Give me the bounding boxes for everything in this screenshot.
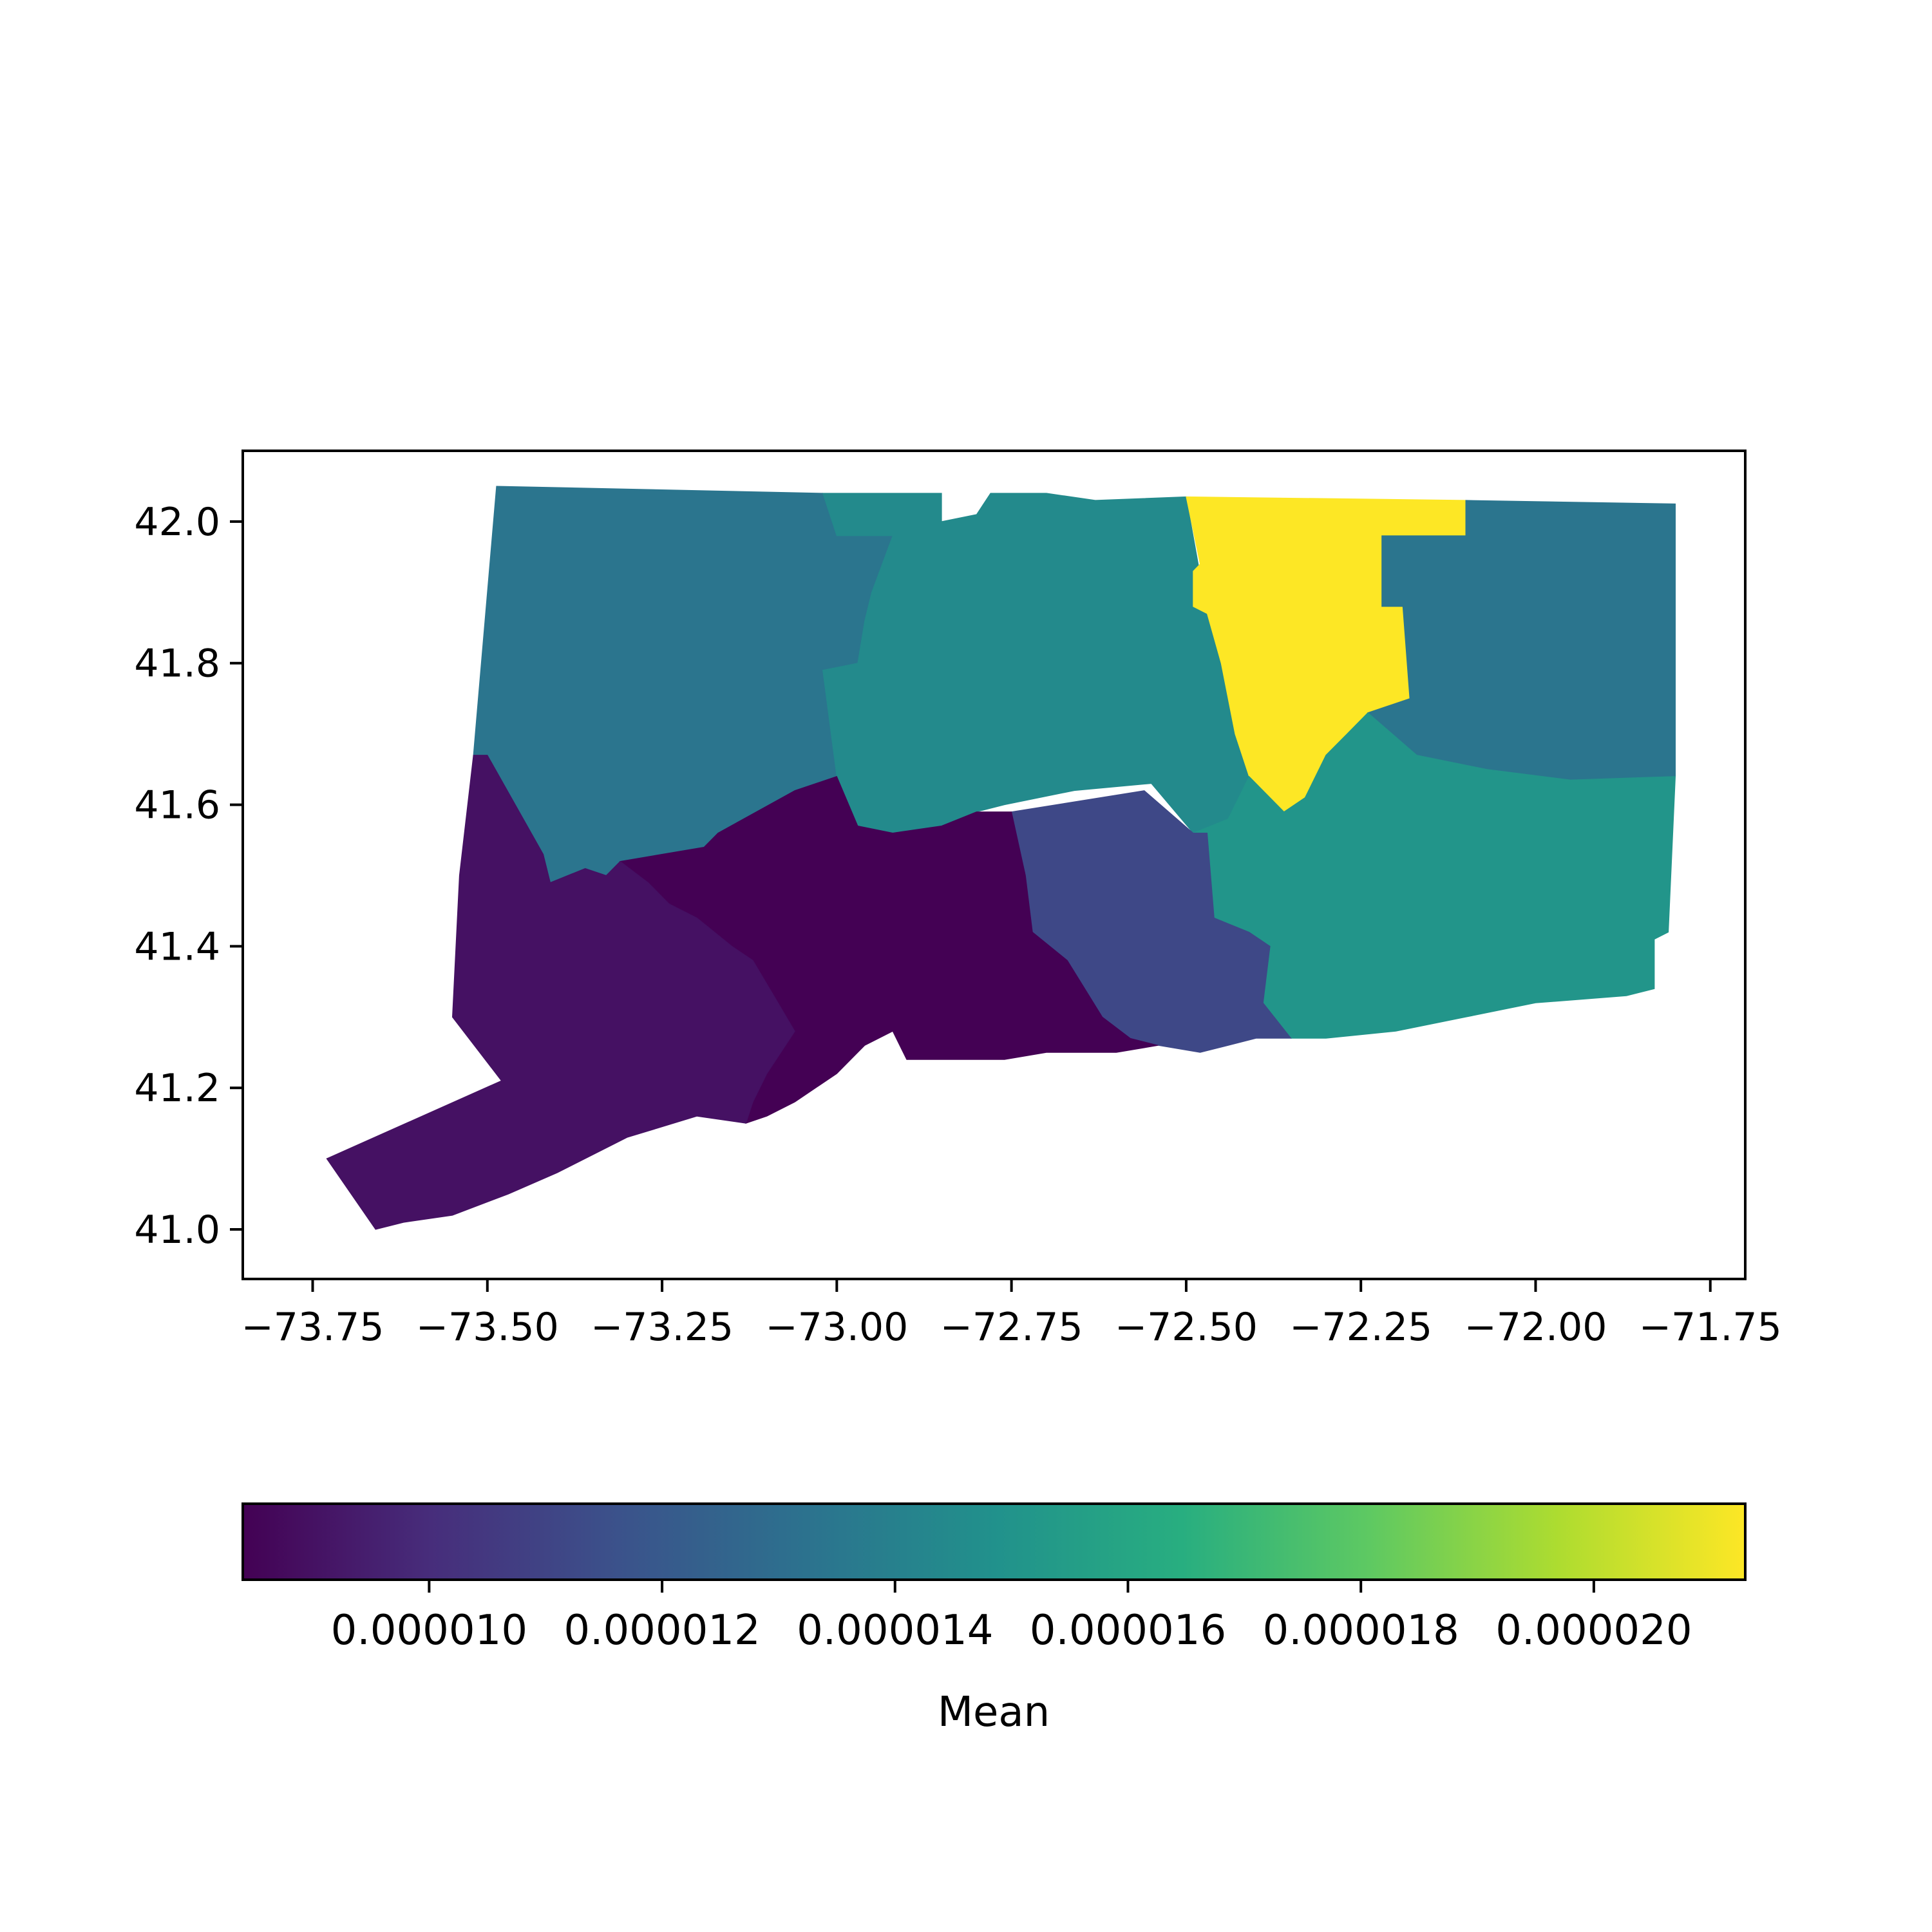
colorbar-label: Mean	[938, 1689, 1050, 1736]
region-fairfield	[326, 755, 795, 1230]
x-tick-label: −72.75	[940, 1305, 1083, 1350]
x-axis-ticks: −73.75 −73.50 −73.25 −73.00 −72.75 −72.50 −72.…	[241, 1279, 1782, 1350]
y-tick-label: 42.0	[134, 500, 220, 545]
region-hartford	[822, 493, 1250, 834]
colorbar-tick-label: 0.000014	[797, 1607, 993, 1654]
x-tick-label: −72.50	[1115, 1305, 1258, 1350]
map-axes-frame	[242, 450, 1747, 1280]
colorbar-tick-label: 0.000016	[1030, 1607, 1226, 1654]
y-tick-label: 41.6	[134, 783, 220, 828]
y-tick-label: 41.0	[134, 1208, 220, 1253]
colorbar-tick-label: 0.000012	[564, 1607, 760, 1654]
region-new-london	[1193, 712, 1676, 1039]
map-regions	[326, 486, 1676, 1230]
colorbar-ticks: 0.000010 0.000012 0.000014 0.000016 0.000018…	[331, 1580, 1692, 1654]
colorbar-gradient	[243, 1504, 1745, 1580]
colorbar-frame	[242, 1502, 1747, 1581]
x-tick-label: −73.75	[241, 1305, 384, 1350]
region-windham	[1367, 500, 1676, 781]
colorbar-tick-label: 0.000020	[1495, 1607, 1692, 1654]
y-tick-label: 41.2	[134, 1066, 220, 1111]
x-tick-label: −73.00	[765, 1305, 908, 1350]
x-tick-label: −73.25	[591, 1305, 734, 1350]
y-tick-label: 41.8	[134, 641, 220, 687]
y-axis-ticks: 41.0 41.2 41.4 41.6 41.8 42.0	[134, 500, 243, 1253]
x-tick-label: −72.00	[1464, 1305, 1607, 1350]
colorbar-tick-label: 0.000018	[1262, 1607, 1459, 1654]
x-tick-label: −72.25	[1289, 1305, 1432, 1350]
x-tick-label: −71.75	[1639, 1305, 1782, 1350]
colorbar-tick-label: 0.000010	[331, 1607, 527, 1654]
y-tick-label: 41.4	[134, 924, 220, 969]
x-tick-label: −73.50	[416, 1305, 559, 1350]
